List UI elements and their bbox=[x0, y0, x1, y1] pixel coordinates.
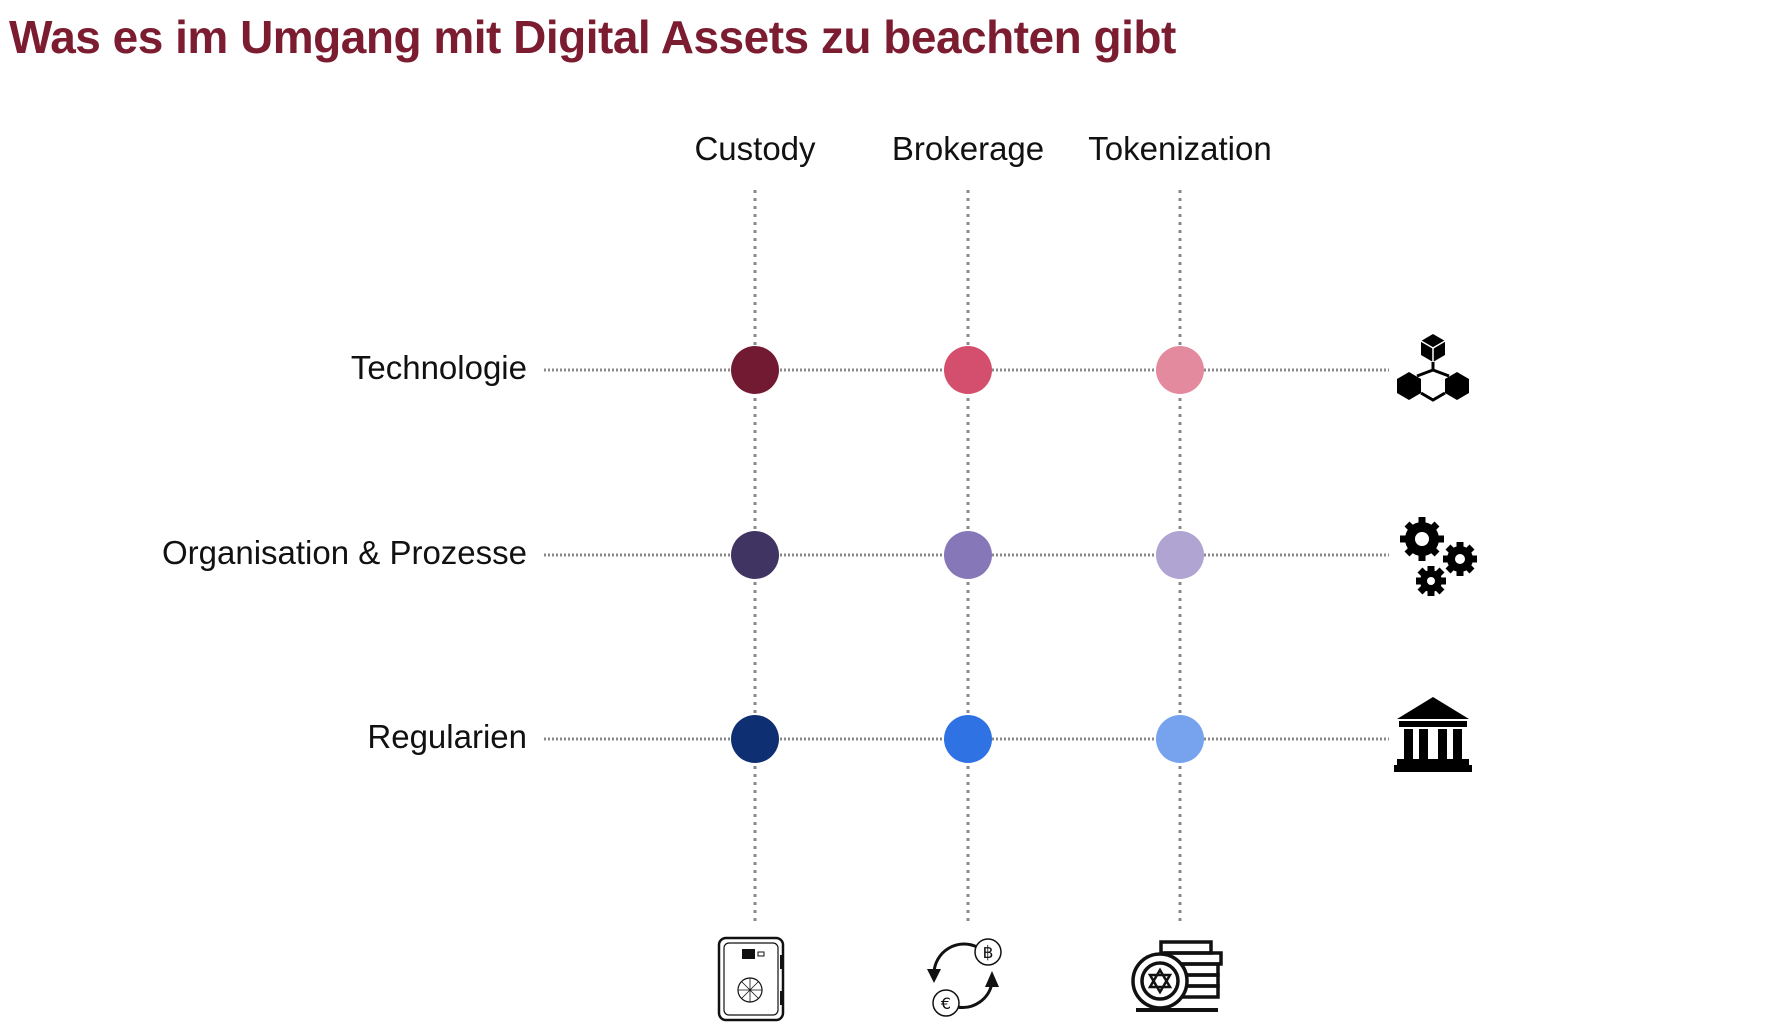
matrix-dot bbox=[1156, 346, 1204, 394]
matrix-dot bbox=[1156, 715, 1204, 763]
blockchain-cubes-icon bbox=[1397, 334, 1469, 402]
safe-icon bbox=[717, 936, 785, 1022]
row-label-organisation: Organisation & Prozesse bbox=[161, 534, 527, 572]
currency-exchange-icon: ฿ € bbox=[927, 938, 1002, 1017]
coin-stack-icon bbox=[1131, 940, 1223, 1012]
row-label-regularien: Regularien bbox=[367, 718, 527, 756]
matrix-dot bbox=[944, 346, 992, 394]
svg-text:฿: ฿ bbox=[983, 943, 994, 963]
page-title: Was es im Umgang mit Digital Assets zu b… bbox=[9, 11, 1176, 63]
row-label-technologie: Technologie bbox=[350, 349, 527, 387]
matrix-dot bbox=[731, 346, 779, 394]
gears-icon bbox=[1400, 517, 1477, 596]
column-label-brokerage: Brokerage bbox=[891, 130, 1045, 167]
column-label-tokenization: Tokenization bbox=[1088, 130, 1272, 167]
column-label-custody: Custody bbox=[694, 130, 816, 167]
matrix-dot bbox=[731, 531, 779, 579]
matrix-dot bbox=[944, 715, 992, 763]
matrix-dot bbox=[1156, 531, 1204, 579]
matrix-dot bbox=[731, 715, 779, 763]
matrix-dot bbox=[944, 531, 992, 579]
svg-text:€: € bbox=[941, 994, 951, 1013]
bank-icon bbox=[1394, 697, 1472, 772]
